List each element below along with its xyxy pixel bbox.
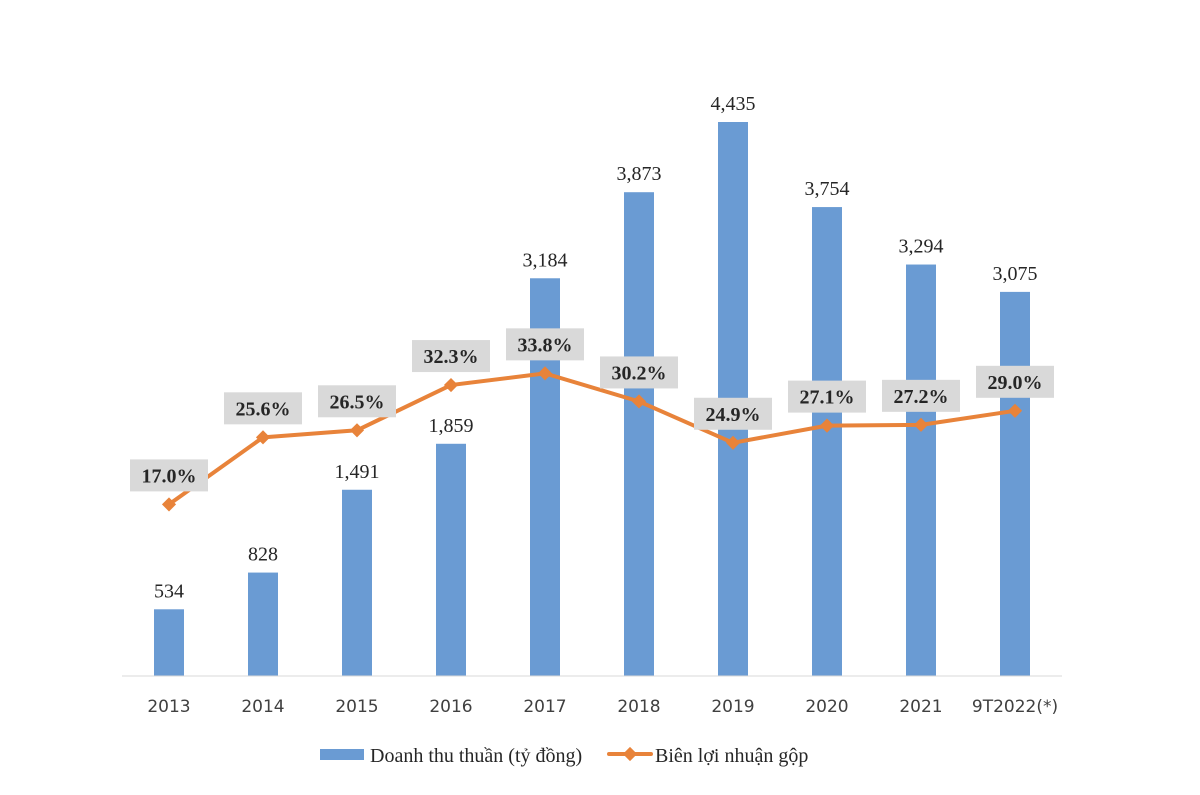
x-tick-label: 2017 bbox=[523, 697, 566, 717]
line-marker bbox=[1007, 403, 1023, 418]
bar bbox=[436, 443, 466, 676]
line-marker bbox=[537, 366, 553, 381]
line-marker bbox=[913, 417, 929, 432]
line-marker bbox=[631, 394, 647, 409]
line-label-box bbox=[412, 340, 490, 373]
line-value-label: 24.9% bbox=[706, 404, 761, 426]
legend-swatch-bar bbox=[320, 749, 364, 760]
bar-value-label: 534 bbox=[154, 580, 184, 602]
x-tick-label: 2019 bbox=[711, 697, 754, 717]
x-tick-label: 2020 bbox=[805, 697, 848, 717]
x-tick-label: 2016 bbox=[429, 697, 472, 717]
line-marker bbox=[161, 497, 177, 512]
bar-value-label: 3,184 bbox=[523, 249, 568, 271]
line-label-box bbox=[788, 380, 866, 413]
line-value-label: 30.2% bbox=[612, 362, 667, 384]
margin-line bbox=[167, 371, 1016, 507]
line-label-box bbox=[694, 397, 772, 430]
line-label-box bbox=[224, 392, 302, 425]
bar-value-label: 3,873 bbox=[617, 163, 662, 185]
bar bbox=[248, 572, 278, 676]
line-label-box bbox=[600, 356, 678, 389]
line-value-label: 32.3% bbox=[424, 346, 479, 368]
line-value-label: 25.6% bbox=[236, 398, 291, 420]
line-value-label: 26.5% bbox=[330, 391, 385, 413]
legend-marker-diamond bbox=[622, 746, 638, 762]
line-value-label: 17.0% bbox=[142, 465, 197, 487]
x-tick-label: 2014 bbox=[241, 697, 284, 717]
line-marker bbox=[443, 377, 459, 393]
bar-value-label: 3,294 bbox=[899, 236, 944, 258]
x-tick-label: 2015 bbox=[335, 697, 378, 717]
line-value-label: 27.2% bbox=[894, 386, 949, 408]
line-value-label: 29.0% bbox=[988, 372, 1043, 394]
line-value-label: 33.8% bbox=[518, 334, 573, 356]
bar-value-label: 3,754 bbox=[805, 178, 850, 200]
bar bbox=[624, 192, 654, 676]
bar-value-label: 1,859 bbox=[429, 415, 474, 437]
line-label-box bbox=[882, 379, 960, 412]
line-label-box bbox=[506, 328, 584, 361]
line-label-box bbox=[130, 459, 208, 492]
line-label-box bbox=[318, 385, 396, 418]
legend-label-line: Biên lợi nhuận gộp bbox=[655, 745, 808, 767]
legend: Doanh thu thuần (tỷ đồng) Biên lợi nhuận… bbox=[320, 745, 808, 767]
bar-value-label: 3,075 bbox=[993, 263, 1038, 285]
x-tick-label: 9T2022(*) bbox=[972, 697, 1058, 717]
bar bbox=[906, 264, 936, 676]
line-marker bbox=[349, 423, 365, 438]
line-marker bbox=[255, 430, 271, 445]
line-value-label: 27.1% bbox=[800, 387, 855, 409]
bar bbox=[812, 207, 842, 676]
legend-label-bar: Doanh thu thuần (tỷ đồng) bbox=[370, 745, 582, 767]
x-tick-label: 2021 bbox=[899, 697, 942, 717]
bar bbox=[154, 609, 184, 676]
x-tick-label: 2013 bbox=[147, 697, 190, 717]
bar-value-label: 828 bbox=[248, 544, 278, 566]
line-marker bbox=[725, 435, 741, 450]
bar bbox=[1000, 291, 1030, 676]
bar bbox=[342, 489, 372, 676]
line-marker bbox=[819, 418, 835, 433]
x-tick-label: 2018 bbox=[617, 697, 660, 717]
line-label-box bbox=[976, 365, 1054, 398]
bar-value-label: 1,491 bbox=[335, 461, 380, 483]
bar-value-label: 4,435 bbox=[711, 93, 756, 115]
